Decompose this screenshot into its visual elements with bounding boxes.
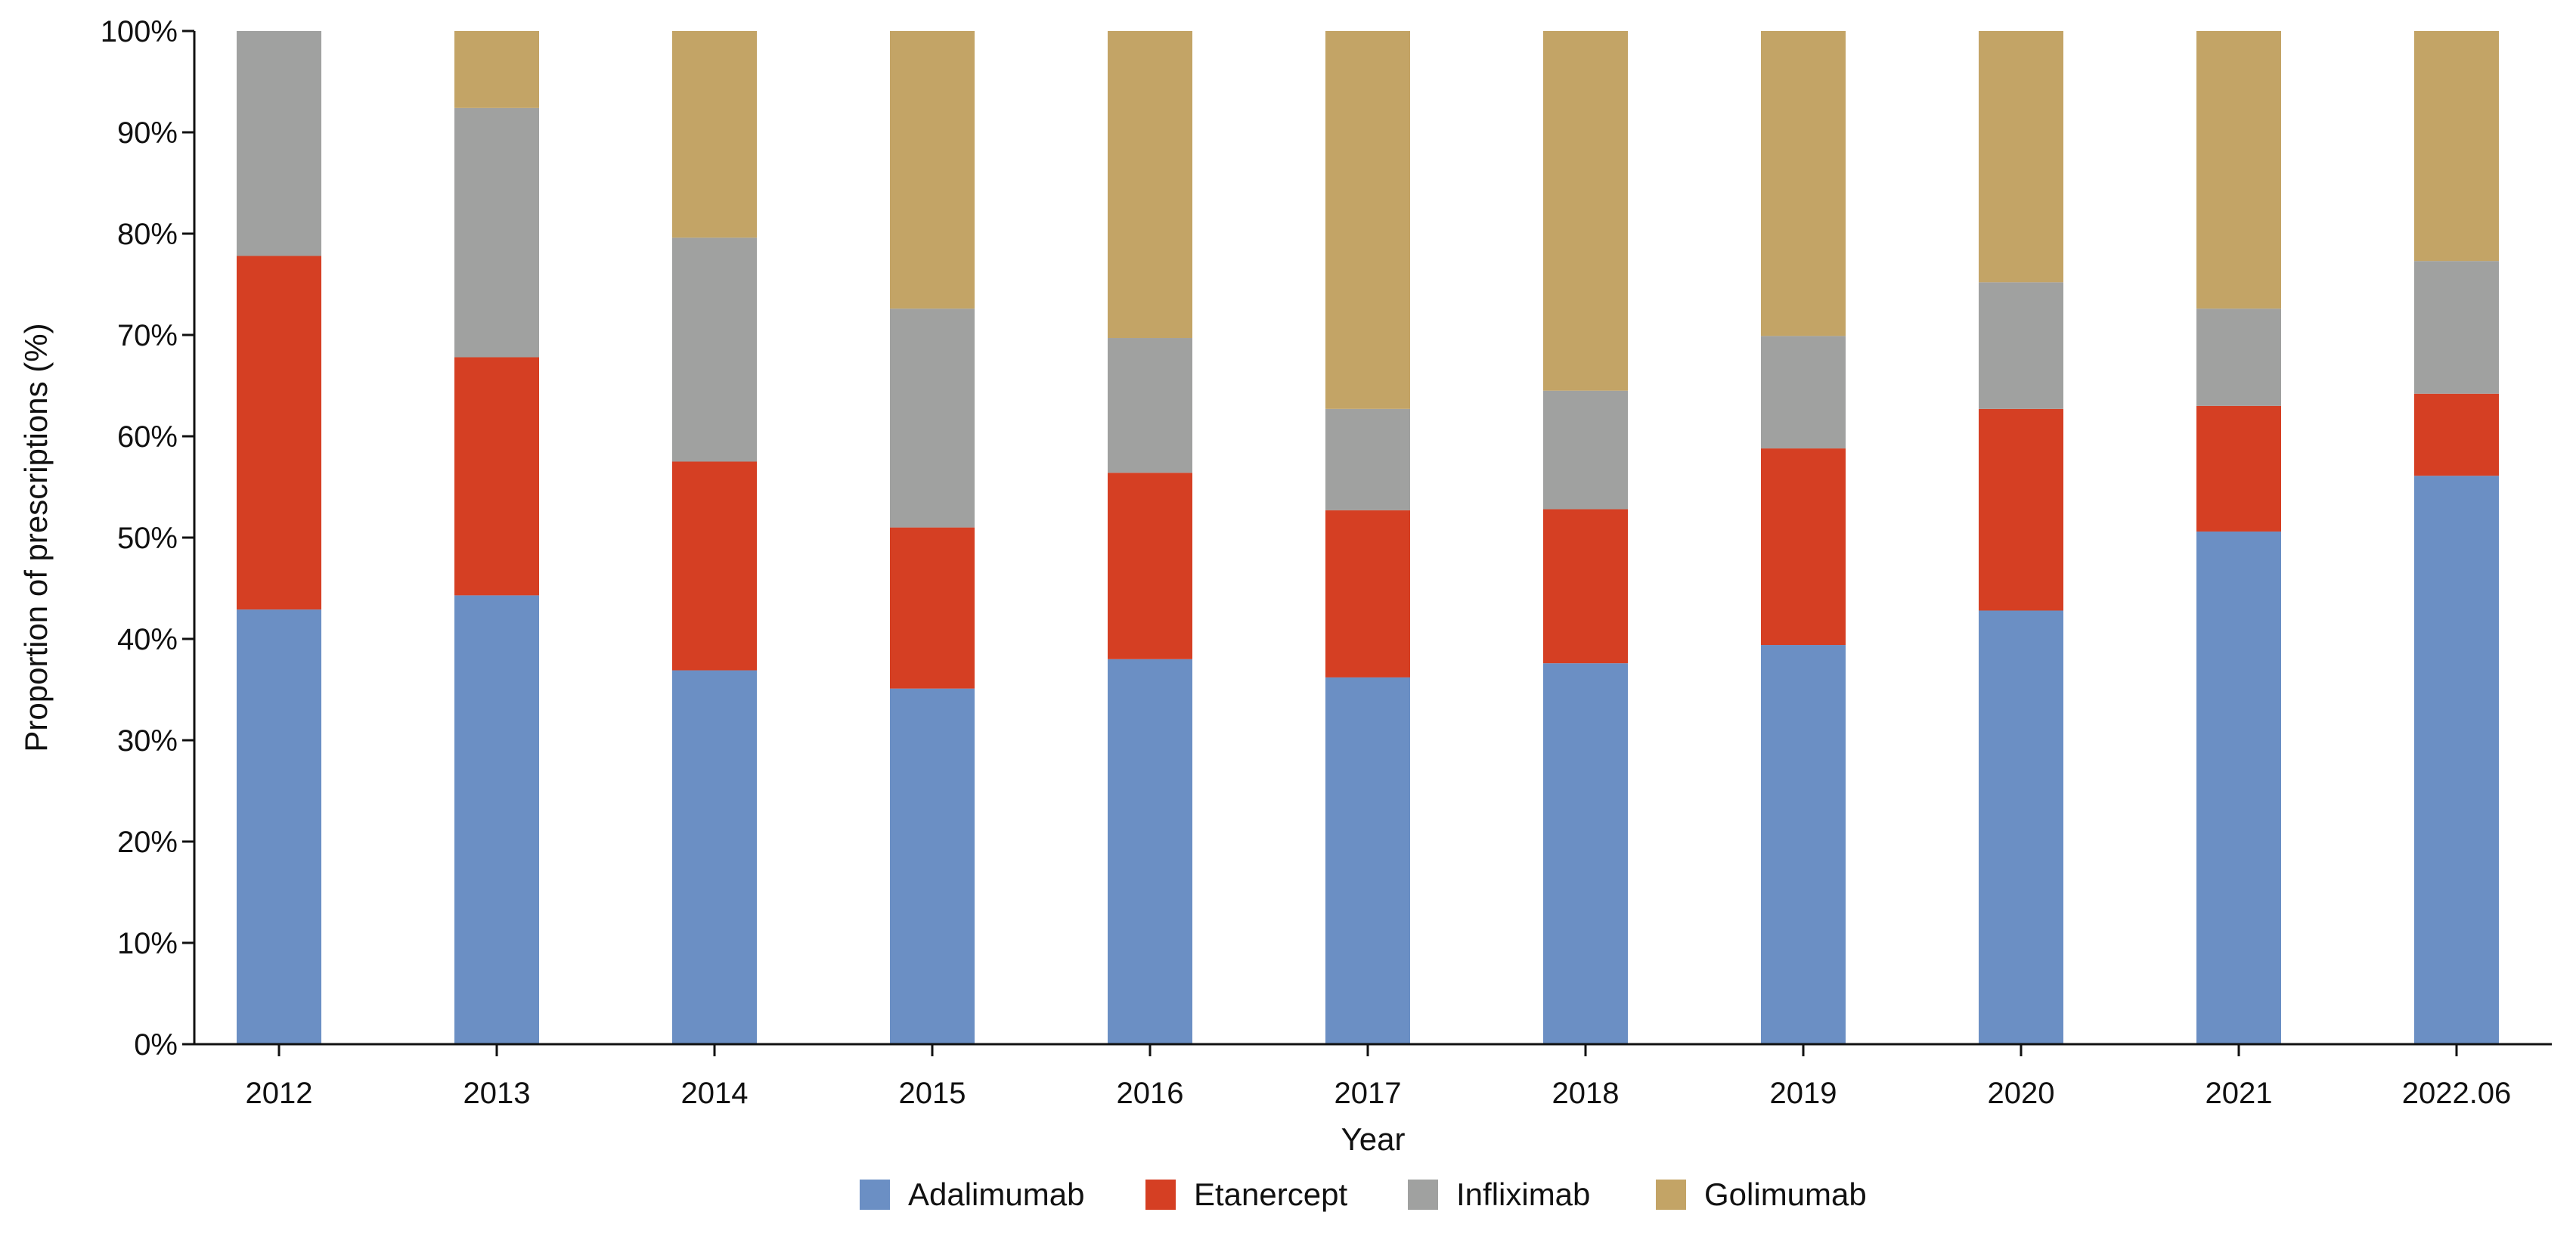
bar-segment-adalimumab-2012 <box>237 609 321 1044</box>
x-axis-title: Year <box>1341 1121 1406 1157</box>
bar-segment-adalimumab-2015 <box>890 688 975 1044</box>
bar-segment-golimumab-2020 <box>1979 31 2063 283</box>
bar-segment-etanercept-2012 <box>237 256 321 610</box>
y-axis: 0% 10% 20% 30% 40% 50% 60% 70% 80% 90% 100% <box>101 15 196 1062</box>
y-tick-label: 90% <box>117 116 178 150</box>
x-tick-label: 2017 <box>1334 1077 1402 1110</box>
legend-swatch-adalimumab <box>860 1180 890 1210</box>
bar-segment-adalimumab-2019 <box>1761 645 1846 1044</box>
bar-segment-adalimumab-2021 <box>2196 531 2281 1044</box>
x-tick-label: 2022.06 <box>2402 1077 2512 1110</box>
legend-label-infliximab: Infliximab <box>1456 1177 1590 1212</box>
legend-swatch-infliximab <box>1408 1180 1438 1210</box>
bar-segment-adalimumab-2014 <box>672 670 757 1044</box>
legend-swatch-etanercept <box>1145 1180 1176 1210</box>
x-tick-label: 2019 <box>1770 1077 1837 1110</box>
bar-segment-etanercept-2017 <box>1325 510 1410 677</box>
bar-segment-adalimumab-2017 <box>1325 677 1410 1044</box>
bar-segment-etanercept-2015 <box>890 527 975 689</box>
bar-segment-etanercept-2014 <box>672 461 757 671</box>
x-tick-label: 2016 <box>1117 1077 1184 1110</box>
bar-segment-golimumab-2016 <box>1108 31 1192 339</box>
bar-segment-golimumab-2014 <box>672 31 757 238</box>
y-tick-label: 40% <box>117 623 178 656</box>
legend-label-golimumab: Golimumab <box>1704 1177 1867 1212</box>
bar-segment-etanercept-2016 <box>1108 473 1192 659</box>
bar-segment-infliximab-2019 <box>1761 336 1846 449</box>
x-tick-label: 2018 <box>1552 1077 1620 1110</box>
y-tick-label: 30% <box>117 724 178 758</box>
y-tick-label: 20% <box>117 826 178 859</box>
bar-segment-infliximab-2013 <box>454 107 539 358</box>
bar-segment-adalimumab-2020 <box>1979 610 2063 1044</box>
bar-segment-infliximab-2020 <box>1979 282 2063 409</box>
legend-swatch-golimumab <box>1656 1180 1686 1210</box>
bar-segment-adalimumab-2018 <box>1543 663 1628 1044</box>
bar-segment-etanercept-2020 <box>1979 408 2063 611</box>
x-tick-label: 2021 <box>2206 1077 2273 1110</box>
bar-segment-infliximab-2018 <box>1543 390 1628 510</box>
x-tick-label: 2015 <box>899 1077 966 1110</box>
bar-segment-golimumab-2017 <box>1325 31 1410 409</box>
bar-segment-infliximab-2021 <box>2196 308 2281 406</box>
x-tick-label: 2013 <box>463 1077 531 1110</box>
bar-segment-adalimumab-2013 <box>454 595 539 1044</box>
bar-segment-adalimumab-2016 <box>1108 659 1192 1044</box>
bar-segment-infliximab-2022.06 <box>2414 261 2499 394</box>
bar-segment-infliximab-2014 <box>672 237 757 462</box>
x-tick-label: 2020 <box>1988 1077 2055 1110</box>
bar-segment-etanercept-2018 <box>1543 509 1628 664</box>
y-tick-label: 50% <box>117 522 178 555</box>
bar-segment-etanercept-2019 <box>1761 448 1846 646</box>
y-tick-label: 100% <box>101 15 178 48</box>
bar-segment-golimumab-2015 <box>890 31 975 309</box>
y-tick-label: 80% <box>117 218 178 251</box>
bar-segment-etanercept-2021 <box>2196 405 2281 532</box>
bars-layer <box>237 31 2499 1044</box>
bar-segment-golimumab-2013 <box>454 31 539 108</box>
bar-segment-golimumab-2022.06 <box>2414 31 2499 262</box>
legend-label-etanercept: Etanercept <box>1194 1177 1347 1212</box>
bar-segment-infliximab-2015 <box>890 308 975 528</box>
legend-label-adalimumab: Adalimumab <box>908 1177 1084 1212</box>
x-axis: 2012 2013 2014 2015 2016 2017 2018 2019 2020 2021… <box>194 1043 2552 1110</box>
bar-segment-adalimumab-2022.06 <box>2414 476 2499 1044</box>
y-tick-label: 0% <box>134 1028 178 1062</box>
x-tick-label: 2014 <box>681 1077 749 1110</box>
y-tick-label: 60% <box>117 420 178 454</box>
x-tick-label: 2012 <box>246 1077 313 1110</box>
bar-segment-golimumab-2018 <box>1543 31 1628 391</box>
y-tick-label: 10% <box>117 927 178 960</box>
bar-segment-infliximab-2016 <box>1108 338 1192 473</box>
bar-segment-etanercept-2013 <box>454 357 539 596</box>
bar-segment-golimumab-2019 <box>1761 31 1846 336</box>
bar-segment-golimumab-2021 <box>2196 31 2281 309</box>
bar-segment-infliximab-2017 <box>1325 408 1410 510</box>
bar-segment-etanercept-2022.06 <box>2414 393 2499 476</box>
bar-segment-infliximab-2012 <box>237 31 321 256</box>
y-axis-title: Proportion of prescriptions (%) <box>18 323 54 752</box>
legend: Adalimumab Etanercept Infliximab Golimumab <box>860 1177 1867 1212</box>
y-tick-label: 70% <box>117 319 178 352</box>
